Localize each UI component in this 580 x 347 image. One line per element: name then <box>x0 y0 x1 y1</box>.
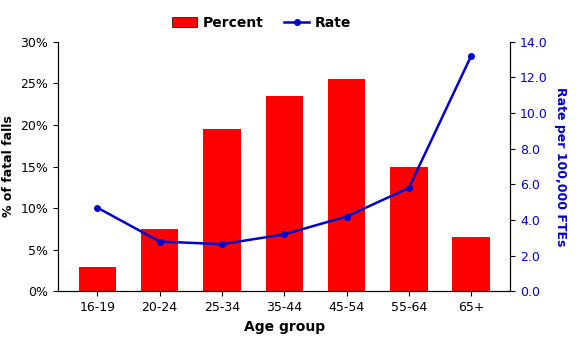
Bar <box>390 167 427 291</box>
Bar <box>328 79 365 291</box>
Bar <box>266 96 303 291</box>
Bar <box>452 237 490 291</box>
Legend: Percent, Rate: Percent, Rate <box>172 16 351 30</box>
Bar <box>203 129 241 291</box>
Y-axis label: Rate per 100,000 FTEs: Rate per 100,000 FTEs <box>554 87 567 246</box>
Y-axis label: % of fatal falls: % of fatal falls <box>2 116 15 218</box>
X-axis label: Age group: Age group <box>244 320 325 334</box>
Bar <box>78 267 116 291</box>
Bar <box>141 229 178 291</box>
